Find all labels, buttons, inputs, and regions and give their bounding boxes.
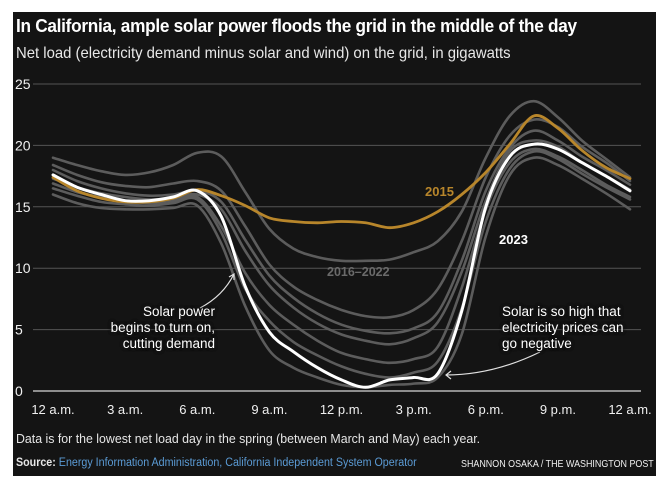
chart-title: In California, ample solar power floods … bbox=[16, 15, 577, 36]
series-line-2016-2022-b- bbox=[51, 118, 632, 320]
source-label: Source: bbox=[16, 457, 56, 469]
x-tick-label: 12 a.m. bbox=[31, 402, 74, 417]
line-chart: 0 5 10 15 20 25 12 a.m. 3 a.m. 6 a.m. 9 a.m. 12 p… bbox=[15, 76, 652, 417]
series-line-2016-2022-c- bbox=[51, 129, 632, 335]
x-tick-label: 9 a.m. bbox=[251, 402, 287, 417]
y-tick-label: 20 bbox=[15, 137, 31, 153]
x-tick-label: 3 p.m. bbox=[396, 402, 432, 417]
series-labels: 2015 2023 2016–2022 bbox=[327, 184, 528, 279]
y-axis-ticks: 0 5 10 15 20 25 bbox=[15, 76, 31, 399]
credit: SHANNON OSAKA / THE WASHINGTON POST bbox=[461, 458, 654, 470]
chart-panel: In California, ample solar power floods … bbox=[13, 12, 656, 476]
label-2023: 2023 bbox=[499, 232, 528, 247]
y-tick-label: 10 bbox=[15, 260, 31, 276]
series-line-2016-2022-g- bbox=[51, 156, 632, 389]
y-tick-label: 25 bbox=[15, 76, 31, 92]
x-tick-label: 3 a.m. bbox=[107, 402, 143, 417]
chart-subtitle: Net load (electricity demand minus solar… bbox=[16, 45, 511, 62]
y-tick-label: 0 bbox=[15, 383, 23, 399]
annotation-solar-high: Solar is so high that electricity prices… bbox=[502, 304, 624, 351]
series-line-2023 bbox=[51, 142, 632, 389]
source-line: Source: Energy Information Administratio… bbox=[16, 457, 417, 469]
gridlines bbox=[33, 83, 641, 392]
x-tick-label: 12 a.m. bbox=[608, 402, 651, 417]
y-tick-label: 5 bbox=[15, 322, 23, 338]
label-2015: 2015 bbox=[425, 184, 454, 199]
annotation-solar-begins: Solar power begins to turn on, cutting d… bbox=[110, 304, 215, 351]
x-tick-label: 9 p.m. bbox=[540, 402, 576, 417]
annotation-arrow-left-head bbox=[228, 272, 235, 280]
source-link[interactable]: Energy Information Administration, Calif… bbox=[58, 457, 417, 469]
x-tick-label: 12 p.m. bbox=[320, 402, 363, 417]
x-axis-ticks: 12 a.m. 3 a.m. 6 a.m. 9 a.m. 12 p.m. 3 p.m. 6 … bbox=[31, 402, 651, 417]
x-tick-label: 6 p.m. bbox=[468, 402, 504, 417]
series-line-2016-2022-a- bbox=[51, 99, 632, 263]
series-2023 bbox=[51, 142, 632, 389]
annotation-arrow-right bbox=[445, 351, 541, 376]
series-line-2016-2022-f- bbox=[51, 149, 632, 379]
annotation-arrow-right-head bbox=[445, 370, 452, 380]
annotation-arrow-left bbox=[199, 273, 235, 309]
data-note: Data is for the lowest net load day in t… bbox=[16, 431, 481, 446]
annotation-arrows bbox=[199, 272, 541, 380]
x-tick-label: 6 a.m. bbox=[179, 402, 215, 417]
y-tick-label: 15 bbox=[15, 199, 31, 215]
label-2016-2022: 2016–2022 bbox=[327, 265, 390, 279]
